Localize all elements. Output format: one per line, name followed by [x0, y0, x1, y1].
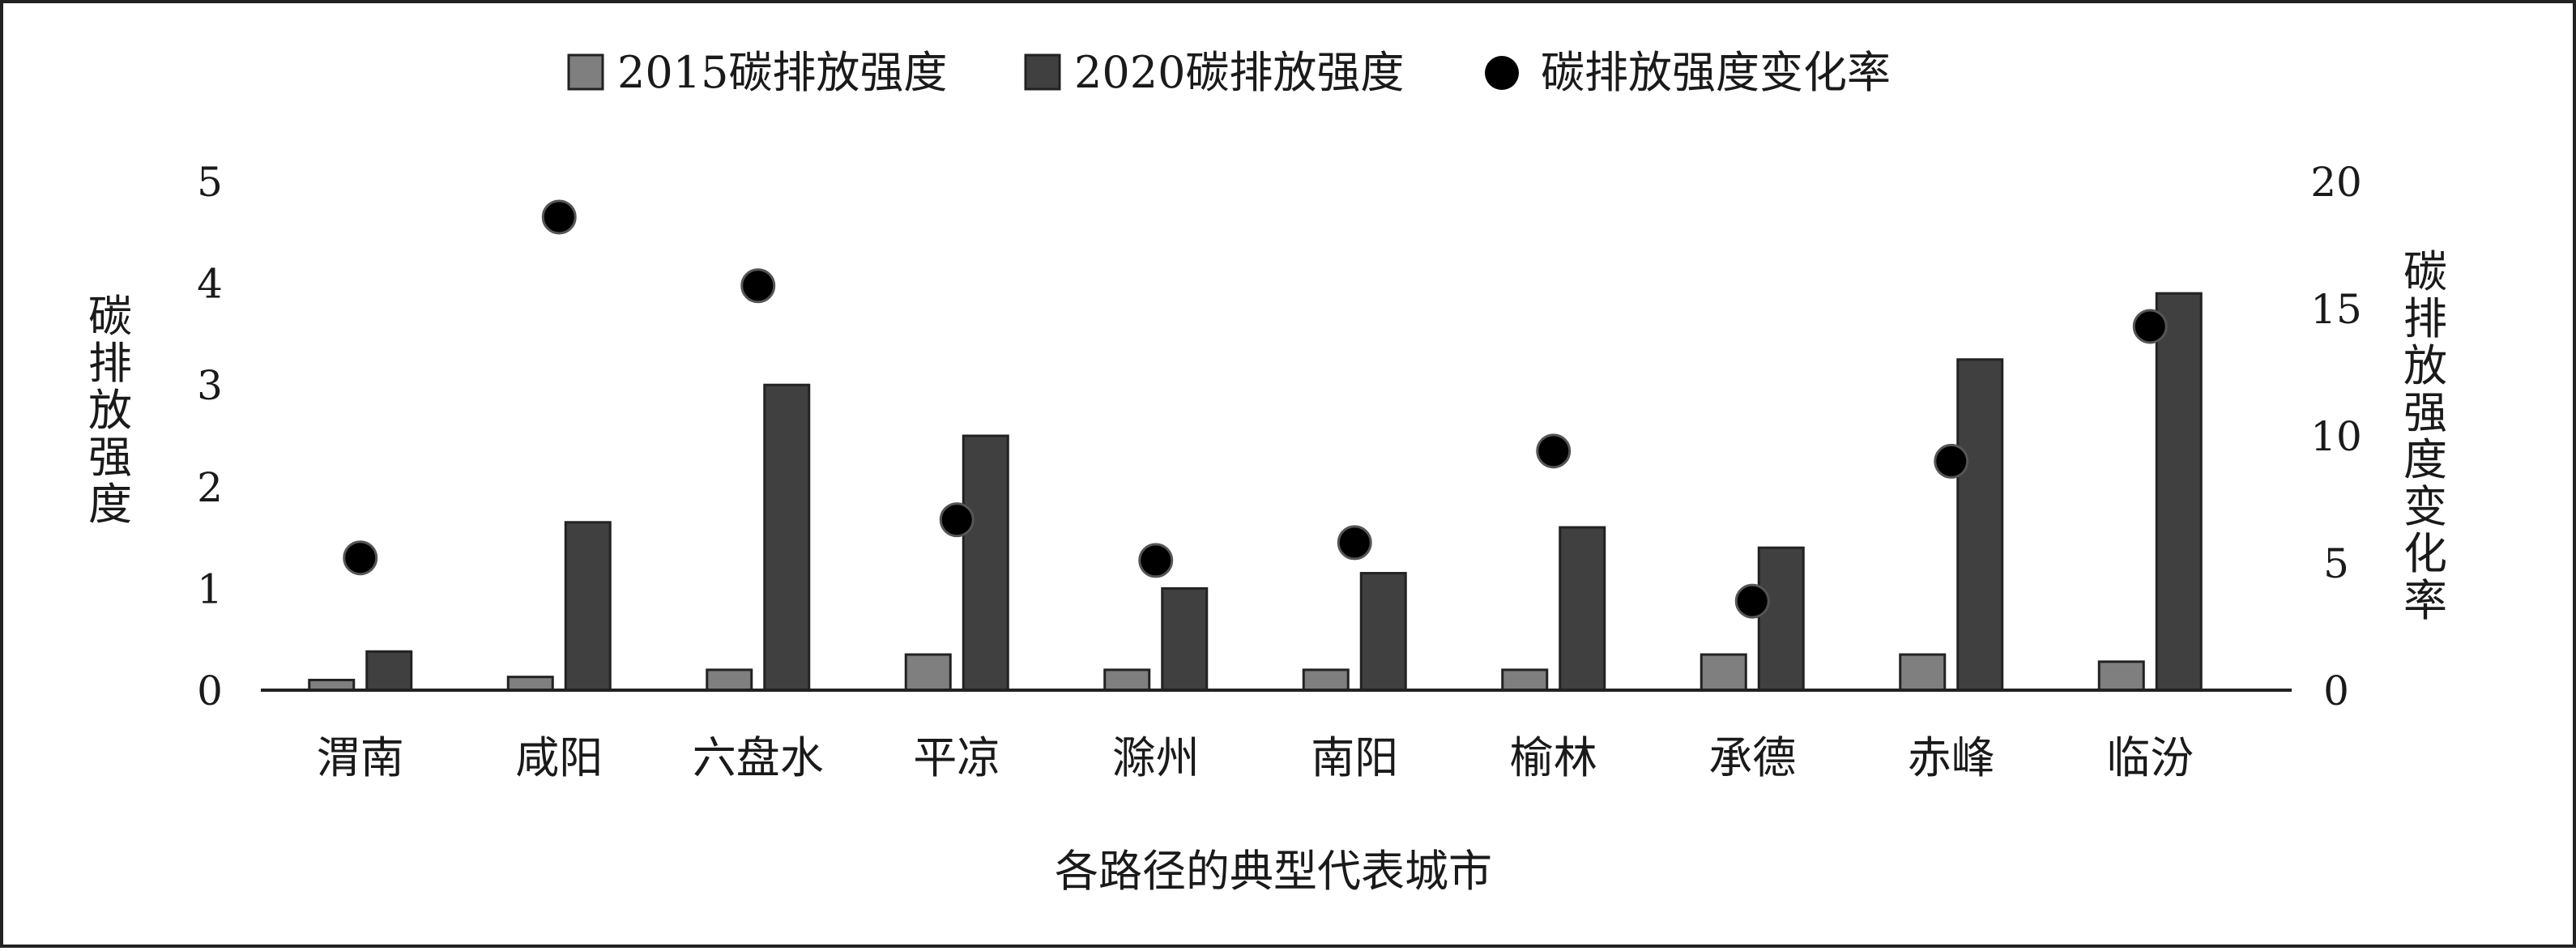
category-label: 临汾 [2106, 732, 2194, 783]
bar-2015 [1103, 668, 1151, 692]
category-label: 赤峰 [1908, 732, 1995, 783]
legend-marker [1485, 56, 1519, 90]
bar-2020 [962, 434, 1009, 692]
y2-tick-label: 15 [2310, 286, 2362, 333]
category-label: 渭南 [317, 732, 404, 783]
bar-2015 [2097, 660, 2145, 692]
bar-2015 [904, 653, 952, 692]
rate-point [1138, 543, 1174, 578]
y-tick-label: 4 [197, 261, 223, 308]
y2-tick-label: 10 [2310, 413, 2362, 460]
y-tick-label: 0 [197, 667, 223, 714]
y2-axis-title: 碳排放强度变化率 [2403, 246, 2447, 626]
legend-item-2015: 2015碳排放强度 [567, 47, 947, 98]
category-label: 滁州 [1112, 732, 1200, 783]
rate-point [1536, 433, 1572, 469]
rate-point [740, 268, 776, 304]
y2-axis-title-text: 碳排放强度变化率 [2403, 246, 2447, 626]
y-tick-label: 3 [197, 362, 223, 409]
legend-swatch [1024, 53, 1061, 91]
category-label: 六盘水 [693, 732, 824, 783]
bar-2020 [1956, 358, 2004, 692]
category-label: 平凉 [913, 732, 1000, 783]
legend-item-2020: 2020碳排放强度 [1024, 47, 1404, 98]
rate-point [2132, 309, 2168, 344]
legend-label: 2020碳排放强度 [1074, 47, 1404, 98]
rate-point [343, 540, 378, 576]
y-axis-ticks: 0 1 2 3 4 5 [197, 159, 223, 714]
legend-swatch [567, 53, 604, 91]
bar-2020 [763, 383, 811, 692]
y2-tick-label: 20 [2310, 159, 2362, 206]
category-label: 承德 [1708, 732, 1796, 783]
bar-2015 [1899, 653, 1947, 692]
legend-item-rate: 碳排放强度变化率 [1485, 47, 1891, 98]
category-label: 咸阳 [515, 732, 603, 783]
y2-tick-label: 0 [2323, 667, 2349, 714]
bar-2020 [1559, 526, 1606, 692]
bar-2020 [1757, 546, 1805, 692]
scatter-points [343, 199, 2168, 619]
bar-2020 [564, 521, 612, 692]
rate-point [1934, 443, 1969, 479]
legend: 2015碳排放强度 2020碳排放强度 碳排放强度变化率 [567, 47, 1891, 98]
y2-tick-label: 5 [2323, 540, 2349, 587]
rate-point [1734, 583, 1770, 619]
bars [308, 292, 2203, 692]
category-label: 南阳 [1311, 732, 1398, 783]
x-axis-title: 各路径的典型代表城市 [1055, 846, 1492, 897]
bar-2020 [1161, 586, 1209, 692]
category-label: 榆林 [1510, 732, 1597, 783]
rate-point [1337, 525, 1372, 561]
bar-2020 [1359, 572, 1407, 692]
bar-2015 [1302, 668, 1350, 692]
bar-2015 [506, 676, 554, 692]
y-tick-label: 2 [197, 464, 223, 511]
category-labels: 渭南 咸阳 六盘水 平凉 滁州 南阳 榆林 承德 赤峰 临汾 [317, 732, 2194, 783]
y-axis-title-text: 碳排放强度 [88, 291, 132, 530]
rate-point [939, 502, 975, 538]
rate-point [541, 199, 577, 235]
bar-2015 [1501, 668, 1549, 692]
y2-axis-ticks: 0 5 10 15 20 [2310, 159, 2362, 714]
y-tick-label: 5 [197, 159, 223, 206]
bar-2020 [365, 650, 413, 692]
bar-2015 [1700, 653, 1747, 692]
bar-2020 [2155, 292, 2203, 692]
bar-2015 [706, 668, 753, 692]
y-tick-label: 1 [197, 565, 223, 612]
legend-label: 2015碳排放强度 [617, 47, 947, 98]
y-axis-title: 碳排放强度 [88, 291, 132, 530]
legend-label: 碳排放强度变化率 [1541, 47, 1891, 98]
